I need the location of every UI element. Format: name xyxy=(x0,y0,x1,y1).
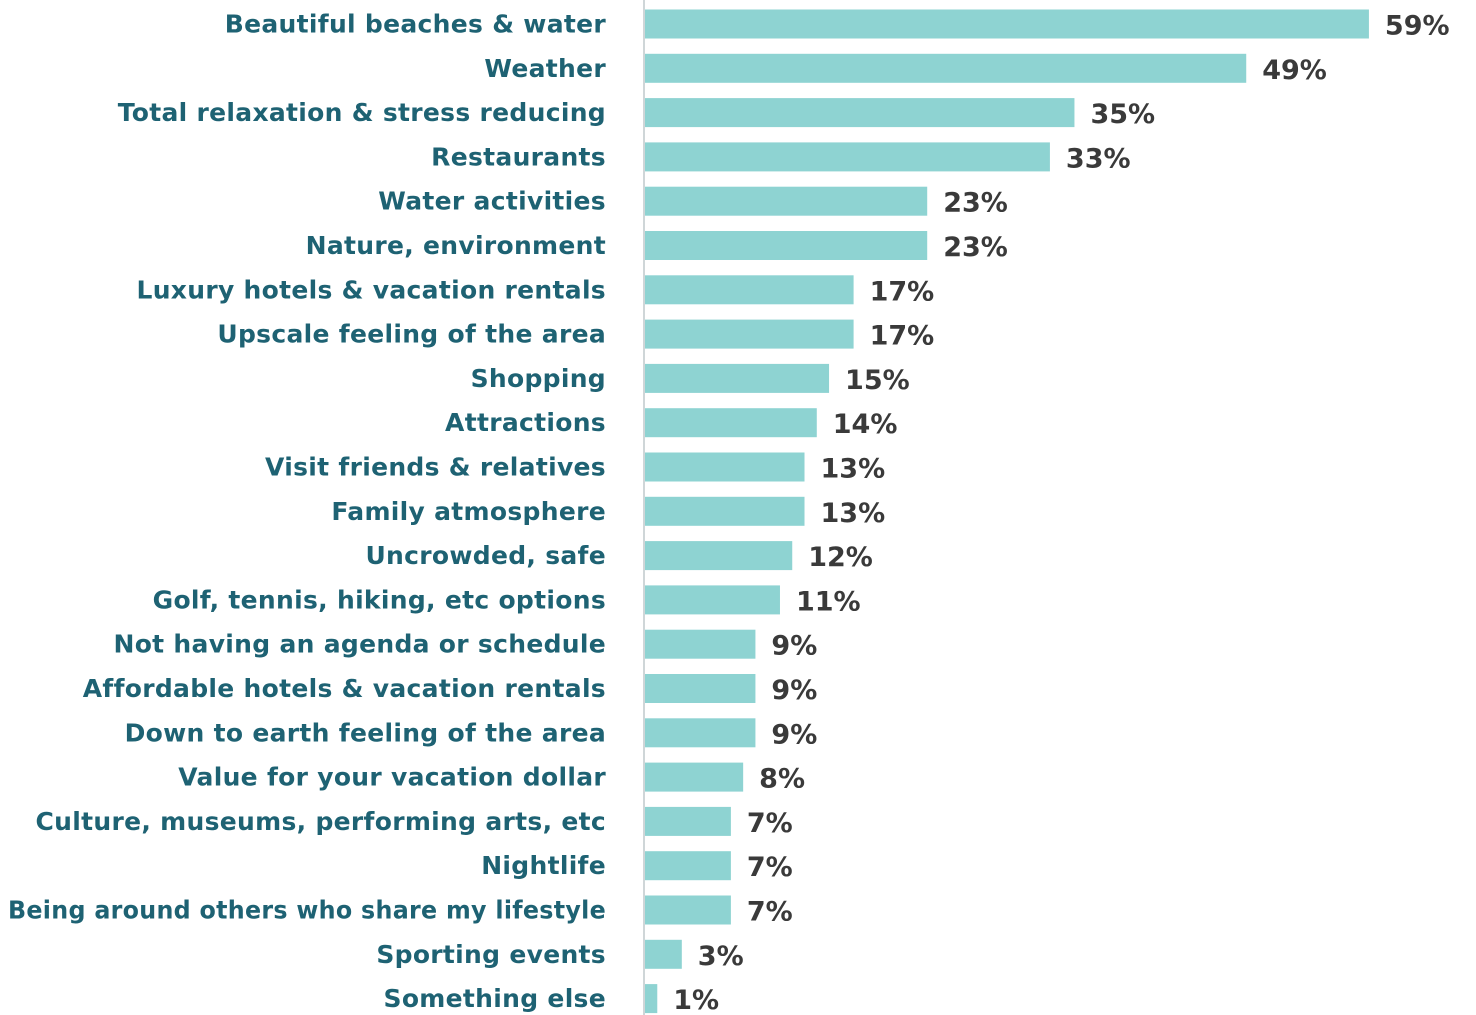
category-label: Down to earth feeling of the area xyxy=(125,718,606,747)
value-label: 7% xyxy=(747,897,793,928)
value-label: 12% xyxy=(808,542,873,573)
category-label: Culture, museums, performing arts, etc xyxy=(36,807,607,836)
bars-group xyxy=(645,9,1369,1014)
value-label: 13% xyxy=(821,454,886,485)
bar xyxy=(645,53,1247,83)
value-label: 13% xyxy=(821,498,886,529)
value-label: 23% xyxy=(943,232,1008,263)
bar xyxy=(645,319,854,349)
bar xyxy=(645,98,1075,128)
category-label: Attractions xyxy=(445,408,606,437)
bar xyxy=(645,762,744,792)
value-label: 35% xyxy=(1090,99,1155,130)
value-label: 59% xyxy=(1385,11,1450,42)
category-label: Restaurants xyxy=(431,142,606,171)
category-label: Luxury hotels & vacation rentals xyxy=(136,275,606,304)
category-label: Sporting events xyxy=(376,940,606,969)
value-label: 33% xyxy=(1066,143,1131,174)
category-label: Golf, tennis, hiking, etc options xyxy=(153,585,606,614)
value-label: 3% xyxy=(698,941,744,972)
bar xyxy=(645,851,731,881)
value-label: 1% xyxy=(673,985,719,1015)
bar xyxy=(645,984,658,1014)
bar xyxy=(645,363,830,393)
category-label: Total relaxation & stress reducing xyxy=(118,98,606,127)
category-label: Value for your vacation dollar xyxy=(178,763,606,792)
category-label: Affordable hotels & vacation rentals xyxy=(83,674,606,703)
value-label: 7% xyxy=(747,852,793,883)
category-label: Uncrowded, safe xyxy=(365,541,606,570)
value-label: 49% xyxy=(1262,55,1327,86)
value-label: 9% xyxy=(771,719,817,750)
value-label: 17% xyxy=(870,321,935,352)
category-label: Shopping xyxy=(471,364,606,393)
category-label: Nightlife xyxy=(481,851,606,880)
bar xyxy=(645,718,756,748)
value-label: 17% xyxy=(870,276,935,307)
bar xyxy=(645,939,682,969)
value-label: 23% xyxy=(943,188,1008,219)
value-label: 15% xyxy=(845,365,910,396)
bar xyxy=(645,142,1050,172)
bar xyxy=(645,541,793,571)
bar xyxy=(645,408,817,438)
category-label: Not having an agenda or schedule xyxy=(113,630,606,659)
value-label: 11% xyxy=(796,586,861,617)
bar xyxy=(645,452,805,482)
value-label: 9% xyxy=(771,675,817,706)
category-label: Water activities xyxy=(378,187,606,216)
bar xyxy=(645,275,854,305)
category-label: Beautiful beaches & water xyxy=(225,10,607,39)
value-label: 14% xyxy=(833,409,898,440)
category-label: Visit friends & relatives xyxy=(265,453,606,482)
bar xyxy=(645,186,928,216)
bar xyxy=(645,496,805,526)
category-label: Being around others who share my lifesty… xyxy=(8,896,606,925)
value-labels-group: 59% 49% 35% 33% 23% 23% 17% 17% 15% 14% 13% 13% 12% 1… xyxy=(673,11,1449,1015)
value-label: 7% xyxy=(747,808,793,839)
category-labels-group: Beautiful beaches & water Weather Total re… xyxy=(8,10,606,1014)
bar xyxy=(645,806,731,836)
category-label: Something else xyxy=(384,984,606,1013)
value-label: 8% xyxy=(759,764,805,795)
bar xyxy=(645,585,780,615)
value-label: 9% xyxy=(771,631,817,662)
bar xyxy=(645,674,756,703)
category-label: Nature, environment xyxy=(306,231,606,260)
bar xyxy=(645,629,756,659)
category-label: Weather xyxy=(484,54,606,83)
bar xyxy=(645,895,731,925)
bar xyxy=(645,9,1369,39)
category-label: Family atmosphere xyxy=(331,497,606,526)
category-label: Upscale feeling of the area xyxy=(217,320,606,349)
bar xyxy=(645,231,928,260)
